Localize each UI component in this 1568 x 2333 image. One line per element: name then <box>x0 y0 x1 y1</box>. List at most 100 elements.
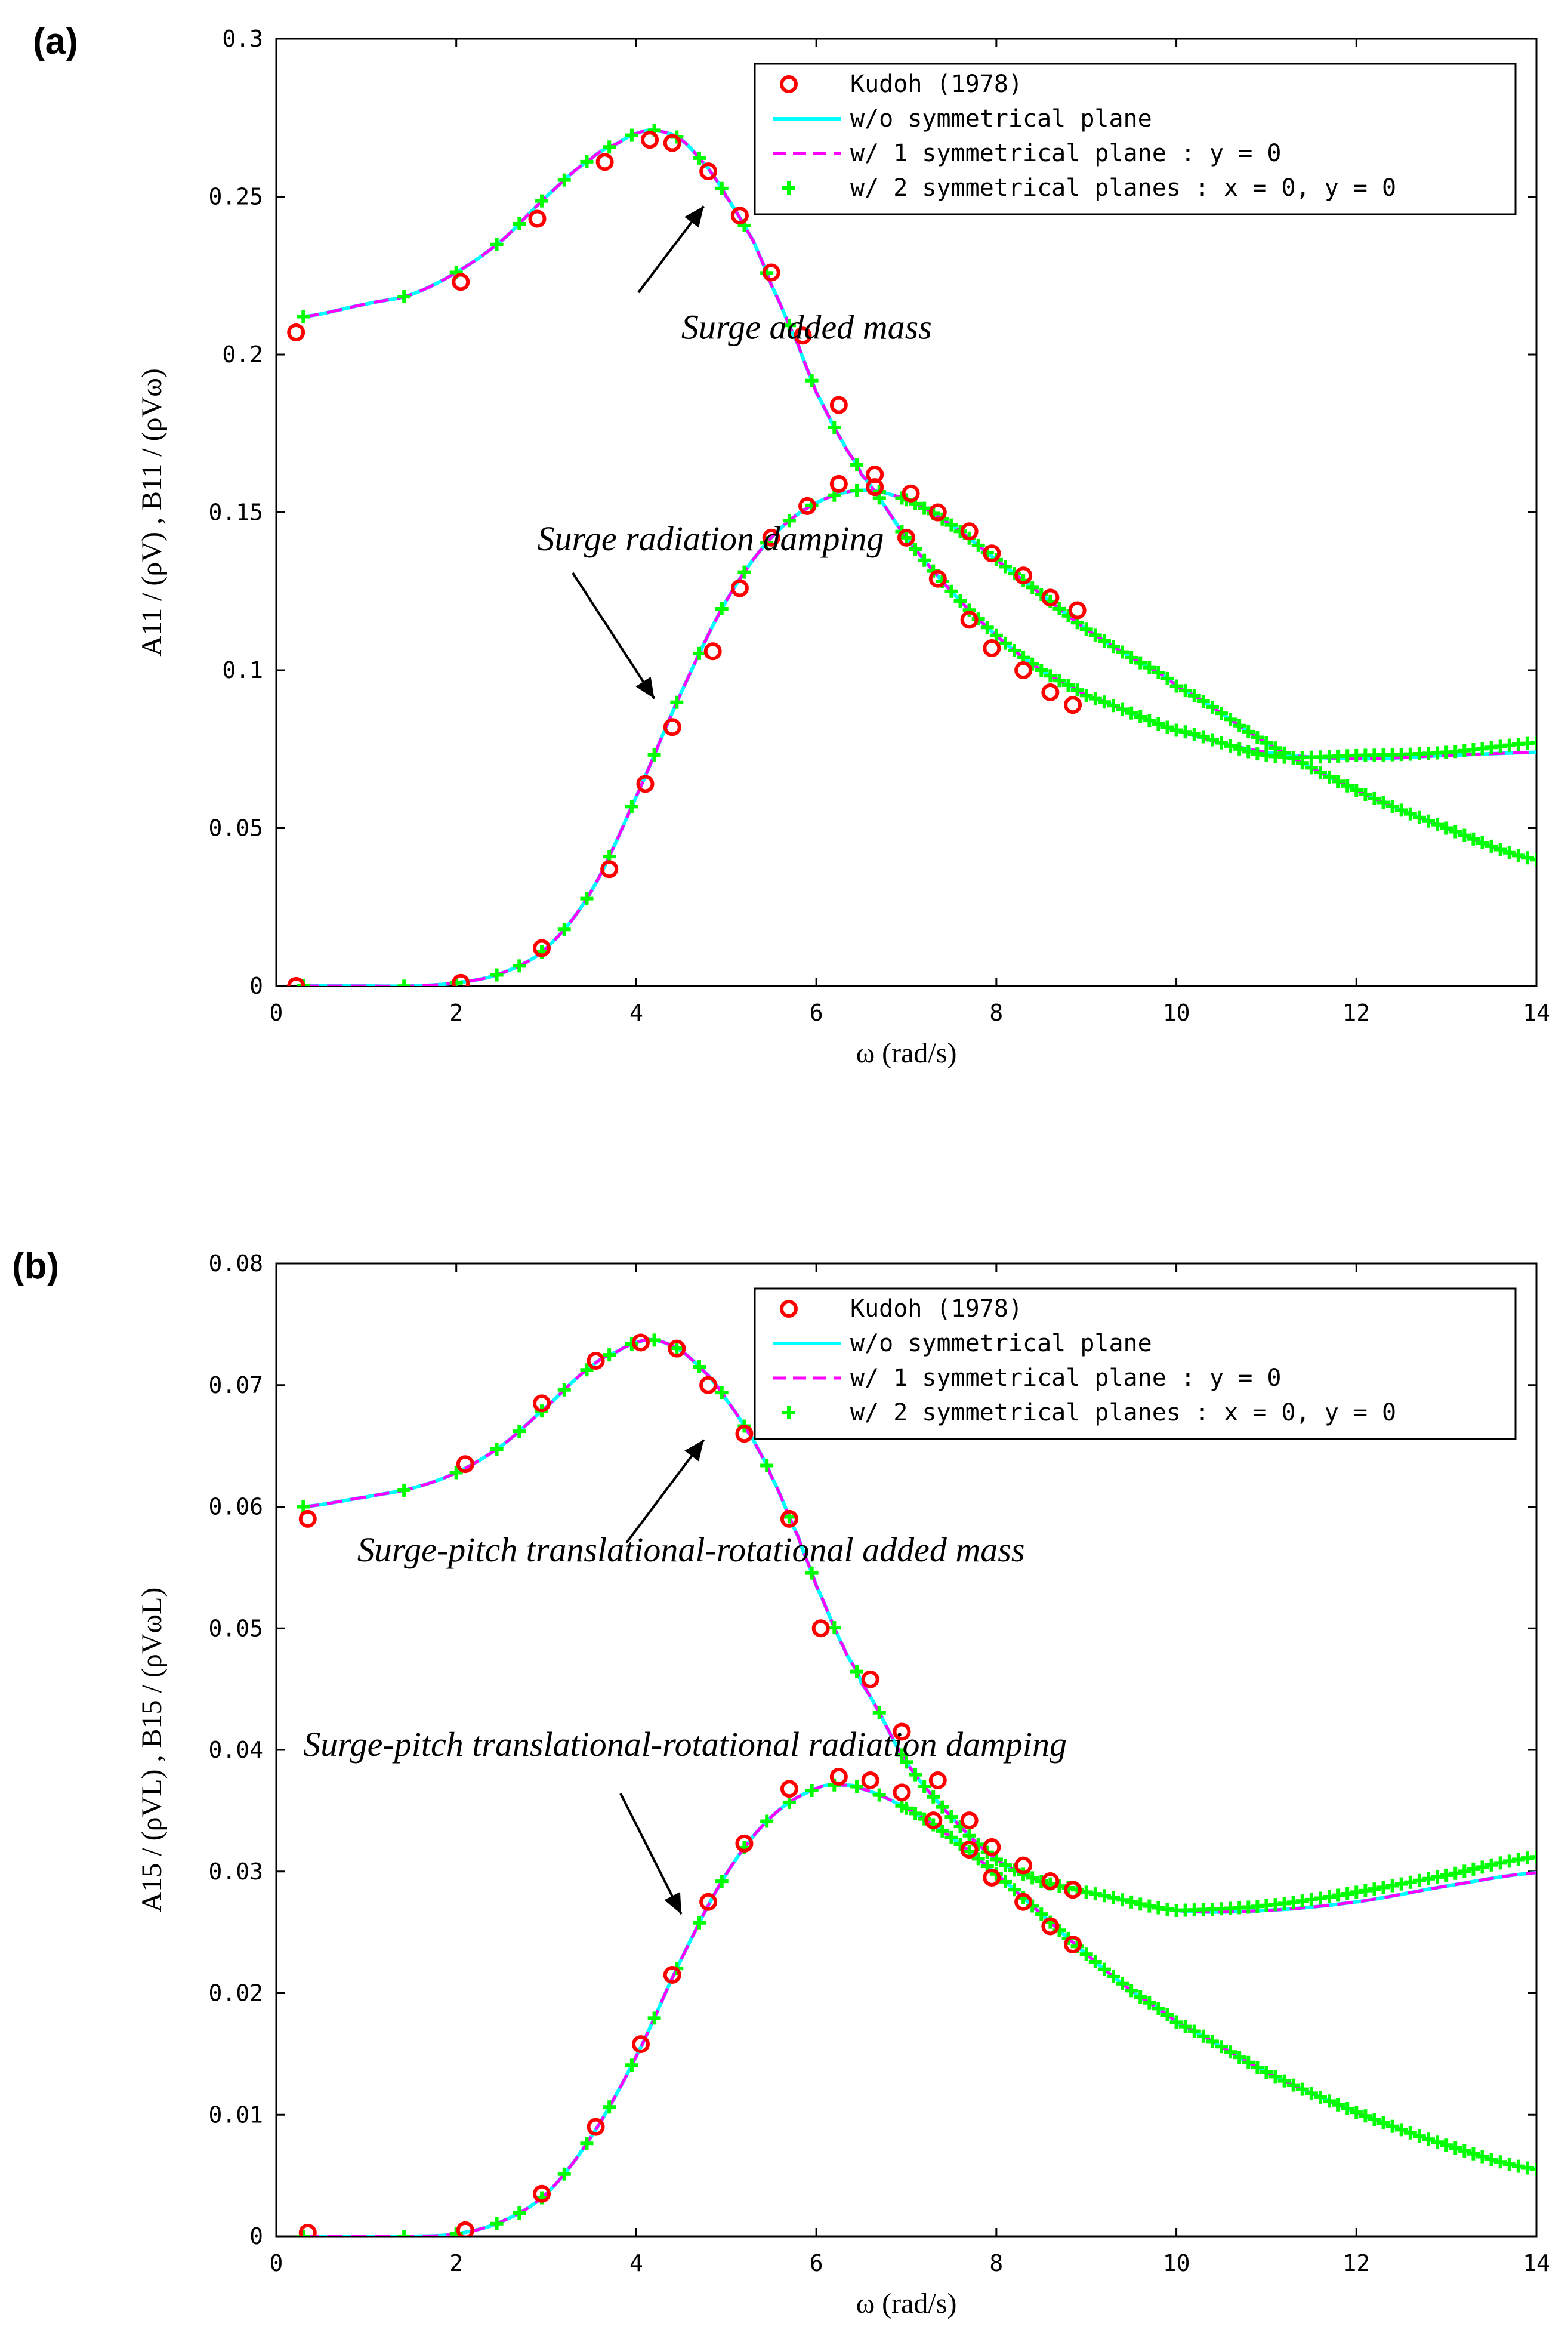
added-mass-two-planes-marker <box>962 1829 976 1842</box>
added-mass-two-planes-marker <box>715 181 729 195</box>
added-mass-two-planes-marker <box>1178 725 1192 739</box>
y-tick-label: 0.05 <box>208 815 263 842</box>
legend-label: w/ 1 symmetrical plane : y = 0 <box>850 140 1281 167</box>
added-mass-two-planes-marker <box>580 1363 594 1377</box>
radiation-damping-two-planes-marker <box>1187 2024 1201 2038</box>
annotation-arrow <box>572 572 656 699</box>
annotation-arrow-head <box>635 676 655 699</box>
legend-label: w/ 2 symmetrical planes : x = 0, y = 0 <box>850 174 1396 202</box>
added-mass-two-planes-marker <box>909 1768 922 1782</box>
added-mass-two-planes-marker <box>1088 1887 1102 1901</box>
legend-label: Kudoh (1978) <box>850 1295 1023 1323</box>
legend: Kudoh (1978) w/o symmetrical plane w/ 1 sy… <box>754 63 1517 215</box>
radiation-damping-two-planes-marker <box>872 1788 886 1802</box>
added-mass-two-planes-marker <box>297 1500 310 1514</box>
radiation-damping-two-planes-marker <box>1215 2040 1228 2054</box>
added-mass-two-planes-marker <box>1143 714 1156 728</box>
kudoh-damping-point <box>1041 588 1060 607</box>
radiation-damping-two-planes-marker <box>805 1784 819 1798</box>
added-mass-two-planes-marker <box>557 173 571 187</box>
legend-two-planes-marker <box>782 1406 795 1419</box>
kudoh-damping-point <box>983 544 1001 563</box>
kudoh-damping-point <box>298 2223 317 2236</box>
radiation-damping-two-planes-marker <box>1116 645 1129 659</box>
radiation-damping-two-planes-marker <box>1088 1955 1102 1969</box>
added-mass-two-planes-marker <box>1035 664 1048 677</box>
added-mass-one-plane-line <box>303 1338 1536 1914</box>
x-tick-label: 0 <box>270 1000 283 1026</box>
radiation-damping-two-planes-marker <box>760 1814 774 1828</box>
y-tick-label: 0.01 <box>208 2101 263 2128</box>
radiation-damping-two-planes-marker <box>936 1824 949 1838</box>
y-tick-label: 0 <box>249 2223 263 2249</box>
added-mass-two-planes-marker <box>1493 1856 1507 1870</box>
added-mass-two-planes-marker <box>1134 710 1147 723</box>
added-mass-two-planes-marker <box>1116 1893 1129 1907</box>
radiation-damping-two-planes-marker <box>971 1852 985 1866</box>
kudoh-added-mass-point <box>587 1352 605 1370</box>
radiation-damping-two-planes-marker <box>1385 800 1399 813</box>
added-mass-two-planes-marker <box>625 1337 638 1351</box>
radiation-damping-two-planes-marker <box>1412 2129 1426 2143</box>
added-mass-two-planes-marker <box>805 374 819 387</box>
radiation-damping-two-planes-marker <box>1332 2098 1345 2112</box>
x-tick-label: 12 <box>1342 1000 1370 1026</box>
kudoh-added-mass-point <box>631 1333 650 1352</box>
x-axis-label: ω (rad/s) <box>856 1037 957 1069</box>
kudoh-added-mass-point <box>983 1838 1001 1856</box>
chart-panel-b: (b) 0 2 4 6 8 10 12 14 0 0.01 0.02 0.03 0.04 0.05 0.06 0… <box>12 1246 1550 2319</box>
added-mass-two-planes-marker <box>1106 1891 1120 1904</box>
kudoh-damping-point <box>452 973 470 986</box>
x-tick-label: 14 <box>1523 1000 1550 1026</box>
radiation-damping-two-planes-marker <box>647 2011 661 2025</box>
radiation-damping-two-planes-marker <box>850 483 864 497</box>
radiation-damping-two-planes-marker <box>1125 651 1138 664</box>
x-tick-label: 8 <box>989 1000 1003 1026</box>
annotation-arrow <box>619 1793 683 1915</box>
radiation-damping-two-planes-marker <box>1160 671 1174 685</box>
radiation-damping-two-planes-marker <box>1178 2020 1192 2033</box>
added-mass-two-planes-marker <box>909 543 922 556</box>
x-tick-label: 14 <box>1523 2250 1550 2276</box>
added-mass-two-planes-marker <box>895 1748 909 1762</box>
added-mass-two-planes-marker <box>1044 669 1057 683</box>
y-tick-label: 0.3 <box>222 26 263 52</box>
kudoh-damping-point <box>960 1841 979 1859</box>
radiation-damping-wo-plane-line <box>303 488 1536 986</box>
radiation-damping-two-planes-marker <box>1403 807 1417 821</box>
kudoh-damping-point <box>456 2221 474 2236</box>
added-mass-two-planes-marker <box>1187 728 1201 741</box>
plot-area <box>297 1333 1536 2236</box>
radiation-damping-two-planes-marker <box>397 2230 411 2236</box>
kudoh-added-mass-point <box>893 1722 911 1741</box>
radiation-damping-two-planes-marker <box>1476 2150 1489 2164</box>
radiation-damping-two-planes-marker <box>1268 2070 1282 2084</box>
kudoh-damping-point <box>636 775 655 793</box>
x-tick-label: 12 <box>1342 2250 1370 2276</box>
radiation-damping-two-planes-marker <box>1341 779 1354 793</box>
kudoh-added-mass-point <box>780 1509 798 1528</box>
radiation-damping-two-planes-marker <box>1106 1970 1120 1983</box>
x-tick-label: 8 <box>989 2250 1003 2276</box>
radiation-damping-one-plane-line <box>303 488 1536 986</box>
y-tick-label: 0.03 <box>208 1859 263 1885</box>
kudoh-added-mass-point <box>1041 683 1060 702</box>
radiation-damping-one-plane-line <box>303 1783 1536 2236</box>
added-mass-two-planes-marker <box>989 1853 1003 1866</box>
added-mass-two-planes-marker <box>782 319 796 332</box>
radiation-damping-two-planes-marker <box>1277 2074 1291 2088</box>
added-mass-two-planes-marker <box>1097 695 1111 709</box>
annotation-text: Surge-pitch translational-rotational add… <box>357 1530 1025 1569</box>
added-mass-two-planes-marker <box>1205 733 1219 747</box>
radiation-damping-two-planes-marker <box>1260 2065 1273 2079</box>
kudoh-damping-point <box>1064 1936 1082 1953</box>
radiation-damping-two-planes-marker <box>1242 2055 1255 2069</box>
panel-label: (a) <box>33 21 78 62</box>
radiation-damping-two-planes-marker <box>1052 602 1066 615</box>
radiation-damping-two-planes-marker <box>1143 1996 1156 2010</box>
legend-box <box>754 1287 1517 1440</box>
added-mass-two-planes-marker <box>397 1483 411 1497</box>
radiation-damping-two-planes-marker <box>1520 851 1534 865</box>
kudoh-added-mass-point <box>983 639 1001 657</box>
added-mass-two-planes-marker <box>850 1665 864 1678</box>
